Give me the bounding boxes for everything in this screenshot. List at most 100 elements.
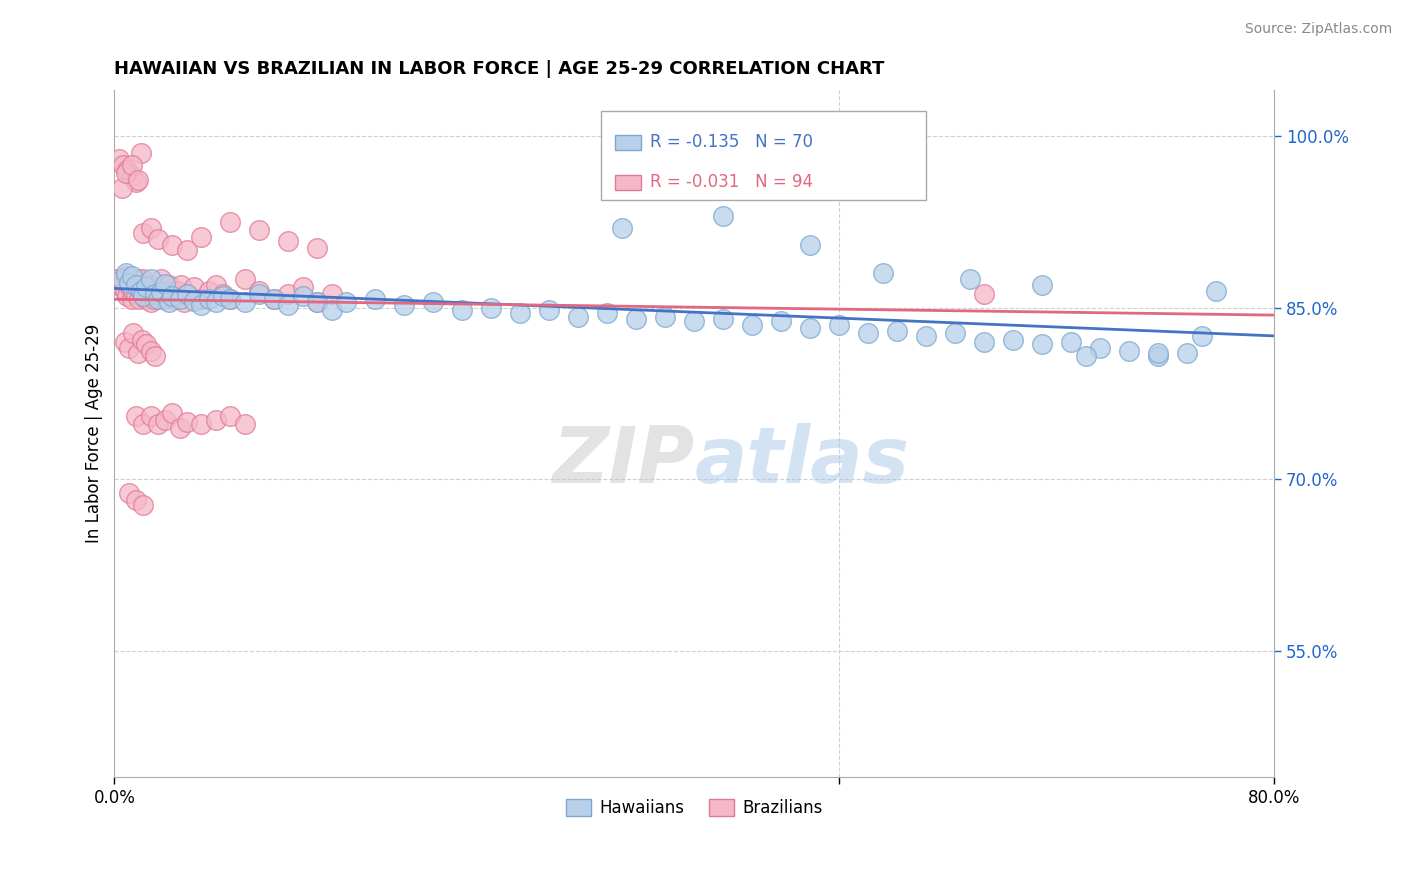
Point <box>143 349 166 363</box>
Point <box>973 287 995 301</box>
Point <box>1147 349 1170 363</box>
Point <box>190 417 212 432</box>
Point <box>107 152 129 166</box>
Point <box>135 337 157 351</box>
Point <box>139 344 162 359</box>
Point <box>121 268 143 283</box>
Point <box>197 284 219 298</box>
Text: Source: ZipAtlas.com: Source: ZipAtlas.com <box>1244 22 1392 37</box>
Point <box>132 227 155 241</box>
Point <box>122 284 145 298</box>
Point <box>162 237 184 252</box>
Point <box>143 287 166 301</box>
Point <box>277 298 299 312</box>
Point <box>711 312 734 326</box>
Point <box>263 292 285 306</box>
Point <box>124 277 146 292</box>
Point <box>741 318 763 332</box>
Point <box>128 292 150 306</box>
Point <box>321 287 343 301</box>
Point <box>125 277 148 292</box>
Point <box>121 292 143 306</box>
Point <box>509 306 531 320</box>
Point <box>219 215 242 229</box>
Point <box>153 413 176 427</box>
Point <box>183 293 205 308</box>
Point <box>111 272 134 286</box>
Text: R = -0.031   N = 94: R = -0.031 N = 94 <box>650 173 813 191</box>
Point <box>277 235 299 249</box>
Point <box>190 298 212 312</box>
Point <box>1002 333 1025 347</box>
Point <box>146 417 169 432</box>
Text: ZIP: ZIP <box>553 423 695 499</box>
Point <box>152 292 174 306</box>
Point <box>139 220 162 235</box>
Point <box>176 287 198 301</box>
Point <box>479 301 502 315</box>
Point <box>1088 341 1111 355</box>
Point <box>120 280 142 294</box>
Point <box>183 280 205 294</box>
Point <box>131 277 153 292</box>
Point <box>118 276 141 290</box>
Point <box>129 146 152 161</box>
Point <box>654 310 676 324</box>
Point <box>143 284 166 298</box>
Point <box>136 287 159 301</box>
Point <box>291 289 314 303</box>
Point <box>162 287 184 301</box>
Point <box>610 220 633 235</box>
Point <box>567 310 589 324</box>
Point <box>1147 346 1170 360</box>
Legend: Hawaiians, Brazilians: Hawaiians, Brazilians <box>560 792 830 823</box>
Point <box>233 272 256 286</box>
Text: atlas: atlas <box>695 423 910 499</box>
Point <box>125 409 148 424</box>
Point <box>162 406 184 420</box>
Point <box>153 277 176 291</box>
Point <box>176 244 198 258</box>
Point <box>159 295 181 310</box>
Point <box>127 346 149 360</box>
Point <box>146 292 169 306</box>
Point <box>118 486 141 500</box>
Point <box>114 284 136 298</box>
Point <box>134 284 156 298</box>
Point <box>132 289 155 303</box>
Point <box>219 292 242 306</box>
Point <box>146 287 169 301</box>
Point <box>596 306 619 320</box>
Point <box>117 163 139 178</box>
Point <box>117 289 139 303</box>
Point <box>205 413 228 427</box>
Point <box>165 292 187 306</box>
Point <box>127 272 149 286</box>
Point <box>173 295 195 310</box>
Point <box>170 277 193 292</box>
Y-axis label: In Labor Force | Age 25-29: In Labor Force | Age 25-29 <box>86 324 103 543</box>
Point <box>422 295 444 310</box>
Point <box>129 284 152 298</box>
Point <box>112 276 135 290</box>
Text: HAWAIIAN VS BRAZILIAN IN LABOR FORCE | AGE 25-29 CORRELATION CHART: HAWAIIAN VS BRAZILIAN IN LABOR FORCE | A… <box>114 60 884 78</box>
Point <box>115 266 138 280</box>
Point <box>129 284 152 298</box>
Point <box>169 421 191 435</box>
Point <box>233 417 256 432</box>
Point <box>973 334 995 349</box>
Point <box>135 280 157 294</box>
Point <box>139 295 162 310</box>
Point <box>105 272 128 286</box>
Point <box>114 334 136 349</box>
Point <box>799 321 821 335</box>
Point <box>125 492 148 507</box>
Point <box>307 295 329 310</box>
Point <box>132 272 155 286</box>
Point <box>959 272 981 286</box>
Point <box>1074 349 1097 363</box>
Point <box>122 326 145 340</box>
Point <box>247 223 270 237</box>
Point <box>394 298 416 312</box>
Point <box>711 209 734 223</box>
